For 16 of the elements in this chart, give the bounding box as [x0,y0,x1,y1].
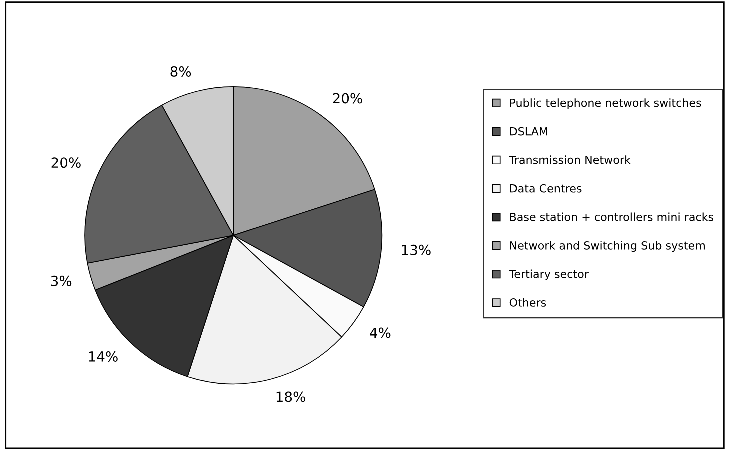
data-label: 13% [402,244,431,256]
data-label: 18% [276,392,306,402]
legend-label: Transmission Network [509,156,631,164]
data-label: 14% [89,351,118,362]
legend-label: Tertiary sector [509,270,589,281]
legend-label: DSLAM [510,127,548,136]
data-label: 4% [370,328,391,338]
legend-label: Data Centres [510,184,582,193]
data-label: 8% [170,66,192,77]
data-label: 20% [333,93,362,104]
legend-label: Base station + controllers mini racks [510,212,714,222]
legend-label: Others [510,298,546,307]
legend-label: Public telephone network switches [510,98,702,110]
data-label: 3% [51,276,72,286]
legend-label: Network and Switching Sub system [510,241,705,252]
data-label: 20% [52,158,81,168]
